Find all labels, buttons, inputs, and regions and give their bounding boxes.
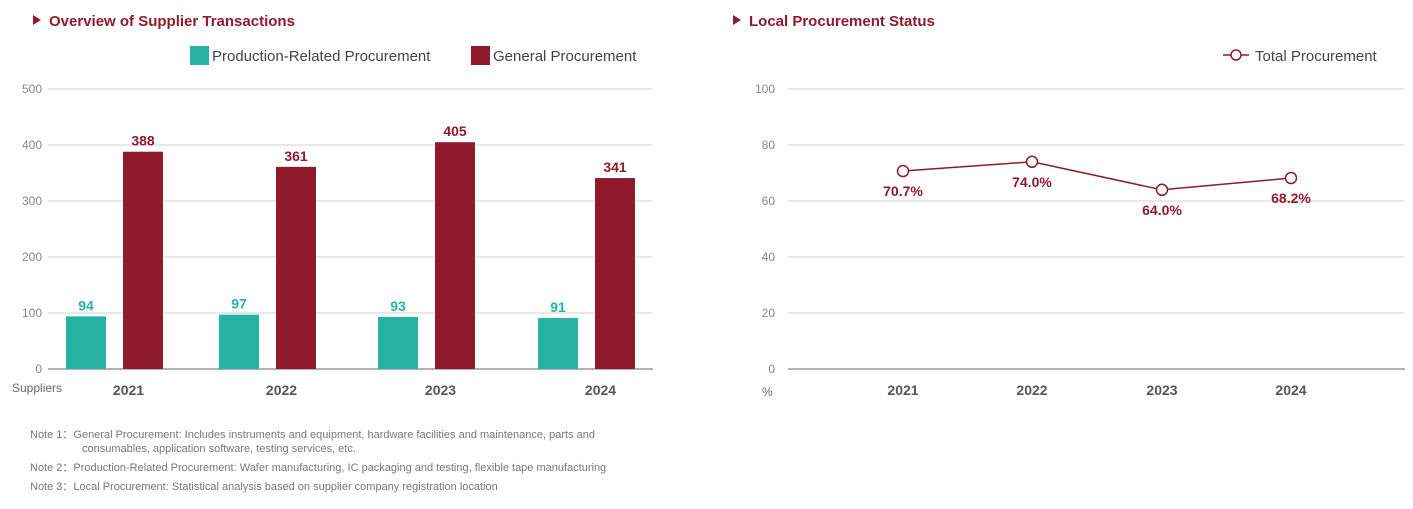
y-tick-label: 0 <box>768 362 775 376</box>
x-tick-label: 2021 <box>113 382 144 398</box>
note-1-line-1: Note 1：General Procurement: Includes ins… <box>30 429 595 441</box>
title-triangle-icon <box>33 15 41 25</box>
y-axis-unit-label: % <box>762 385 773 399</box>
bar-production <box>378 316 418 369</box>
note-2: Note 2：Production-Related Procurement: W… <box>30 462 607 474</box>
bar-value-label: 97 <box>231 296 247 312</box>
chart-title: Overview of Supplier Transactions <box>49 13 295 30</box>
note-3: Note 3：Local Procurement: Statistical an… <box>30 481 498 493</box>
legend-marker-icon <box>1230 49 1242 61</box>
y-tick-label: 400 <box>22 138 42 152</box>
legend-label: General Procurement <box>493 48 637 65</box>
legend-label: Total Procurement <box>1255 48 1378 65</box>
y-tick-label: 0 <box>35 362 42 376</box>
x-tick-label: 2024 <box>1275 382 1306 398</box>
bar-value-label: 93 <box>390 298 406 314</box>
bar-value-label: 405 <box>443 123 467 139</box>
bar-production <box>66 316 106 369</box>
data-point <box>1284 171 1298 185</box>
y-tick-label: 100 <box>755 82 775 96</box>
point-value-label: 68.2% <box>1271 190 1311 206</box>
y-tick-label: 80 <box>762 138 776 152</box>
y-tick-label: 60 <box>762 194 776 208</box>
x-tick-label: 2021 <box>887 382 918 398</box>
chart-title: Local Procurement Status <box>749 13 935 30</box>
data-point <box>1155 183 1169 197</box>
series-line <box>902 161 1292 191</box>
y-axis-unit-label: Suppliers <box>12 381 62 395</box>
bar-value-label: 94 <box>78 297 94 313</box>
point-value-label: 70.7% <box>883 183 923 199</box>
legend-label: Production-Related Procurement <box>212 48 431 65</box>
legend-swatch <box>471 46 490 65</box>
x-tick-label: 2023 <box>1146 382 1177 398</box>
bar-general <box>595 178 635 369</box>
y-tick-label: 200 <box>22 250 42 264</box>
bar-production <box>538 318 578 369</box>
bar-value-label: 91 <box>550 299 566 315</box>
y-tick-label: 40 <box>762 250 776 264</box>
notes: Note 1：General Procurement: Includes ins… <box>30 428 606 499</box>
data-point <box>896 164 910 178</box>
bar-value-label: 388 <box>131 133 155 149</box>
bar-value-label: 361 <box>284 148 308 164</box>
legend-swatch <box>190 46 209 65</box>
x-tick-label: 2023 <box>425 382 456 398</box>
x-tick-label: 2022 <box>1016 382 1047 398</box>
y-tick-label: 100 <box>22 306 42 320</box>
y-tick-label: 300 <box>22 194 42 208</box>
bar-production <box>219 314 259 369</box>
point-value-label: 64.0% <box>1142 202 1182 218</box>
point-value-label: 74.0% <box>1012 174 1052 190</box>
bar-general <box>435 142 475 369</box>
note-1-line-2: consumables, application software, testi… <box>82 443 356 455</box>
bar-general <box>123 151 163 369</box>
note-1: Note 1：General Procurement: Includes ins… <box>30 428 606 456</box>
bar-general <box>276 166 316 369</box>
bar-value-label: 341 <box>603 159 627 175</box>
y-tick-label: 500 <box>22 82 42 96</box>
title-triangle-icon <box>733 15 741 25</box>
data-point <box>1025 155 1039 169</box>
x-tick-label: 2022 <box>266 382 297 398</box>
x-tick-label: 2024 <box>585 382 616 398</box>
y-tick-label: 20 <box>762 306 776 320</box>
